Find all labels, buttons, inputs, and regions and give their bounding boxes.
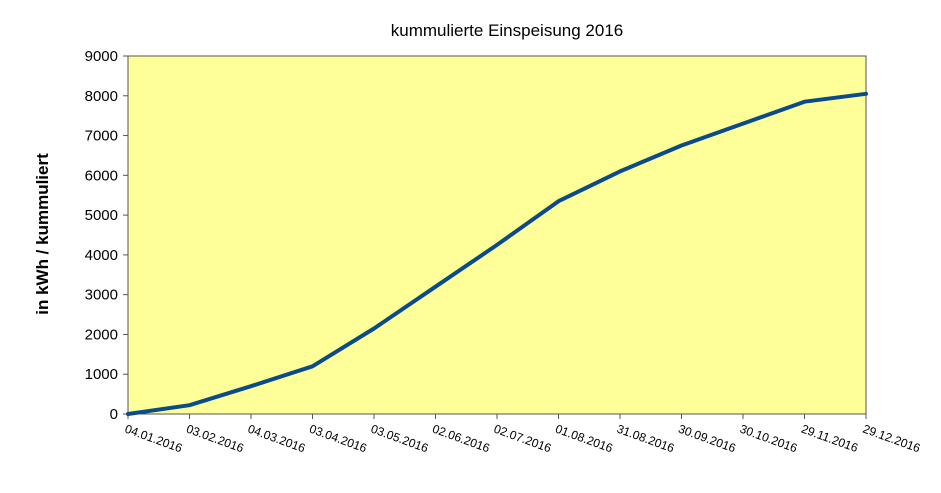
x-tick-label: 03.02.2016 — [184, 422, 246, 456]
data-point — [741, 122, 745, 126]
data-point — [249, 384, 253, 388]
x-tick-label: 03.04.2016 — [307, 422, 369, 456]
y-tick-label: 7000 — [85, 128, 118, 145]
x-tick-label: 04.03.2016 — [246, 422, 308, 456]
data-point — [311, 364, 314, 368]
series-layer — [126, 91, 868, 416]
data-point — [434, 285, 437, 289]
x-tick-label: 02.06.2016 — [430, 422, 492, 456]
x-tick-label: 31.08.2016 — [615, 422, 677, 456]
plot-area — [127, 55, 867, 415]
chart-title: kummulierte Einspeisung 2016 — [391, 21, 623, 40]
x-tick-label: 03.05.2016 — [369, 422, 431, 456]
x-tick-label: 30.09.2016 — [676, 422, 738, 456]
data-point — [557, 199, 560, 203]
data-point — [803, 100, 806, 104]
y-tick-label: 2000 — [85, 326, 118, 343]
y-tick-label: 6000 — [85, 167, 118, 184]
y-tick-label: 1000 — [85, 366, 118, 383]
x-tick-label: 01.08.2016 — [553, 422, 615, 456]
y-axis: 0 1000 2000 3000 4000 5000 6000 7000 8000 9000 — [85, 48, 128, 423]
y-tick-label: 5000 — [85, 207, 118, 224]
x-tick-label: 04.01.2016 — [123, 422, 185, 456]
data-point — [372, 326, 376, 330]
x-tick-label: 02.07.2016 — [492, 422, 554, 456]
y-tick-label: 0 — [110, 406, 118, 423]
data-point — [126, 412, 130, 416]
data-point — [495, 243, 499, 247]
data-point — [680, 144, 683, 147]
x-tick-label: 29.11.2016 — [799, 422, 860, 456]
y-tick-label: 9000 — [85, 48, 118, 65]
y-tick-label: 8000 — [85, 88, 118, 105]
x-tick-label: 29.12.2016 — [861, 422, 923, 456]
x-tick-label: 30.10.2016 — [738, 422, 800, 456]
y-axis-label: in kWh / kummuliert — [33, 153, 52, 315]
y-tick-label: 3000 — [85, 287, 118, 304]
data-point — [188, 403, 191, 407]
data-point — [864, 92, 868, 96]
data-point — [618, 169, 622, 173]
y-tick-label: 4000 — [85, 247, 118, 264]
x-axis: 04.01.2016 03.02.2016 04.03.2016 03.04.2016… — [123, 414, 923, 455]
